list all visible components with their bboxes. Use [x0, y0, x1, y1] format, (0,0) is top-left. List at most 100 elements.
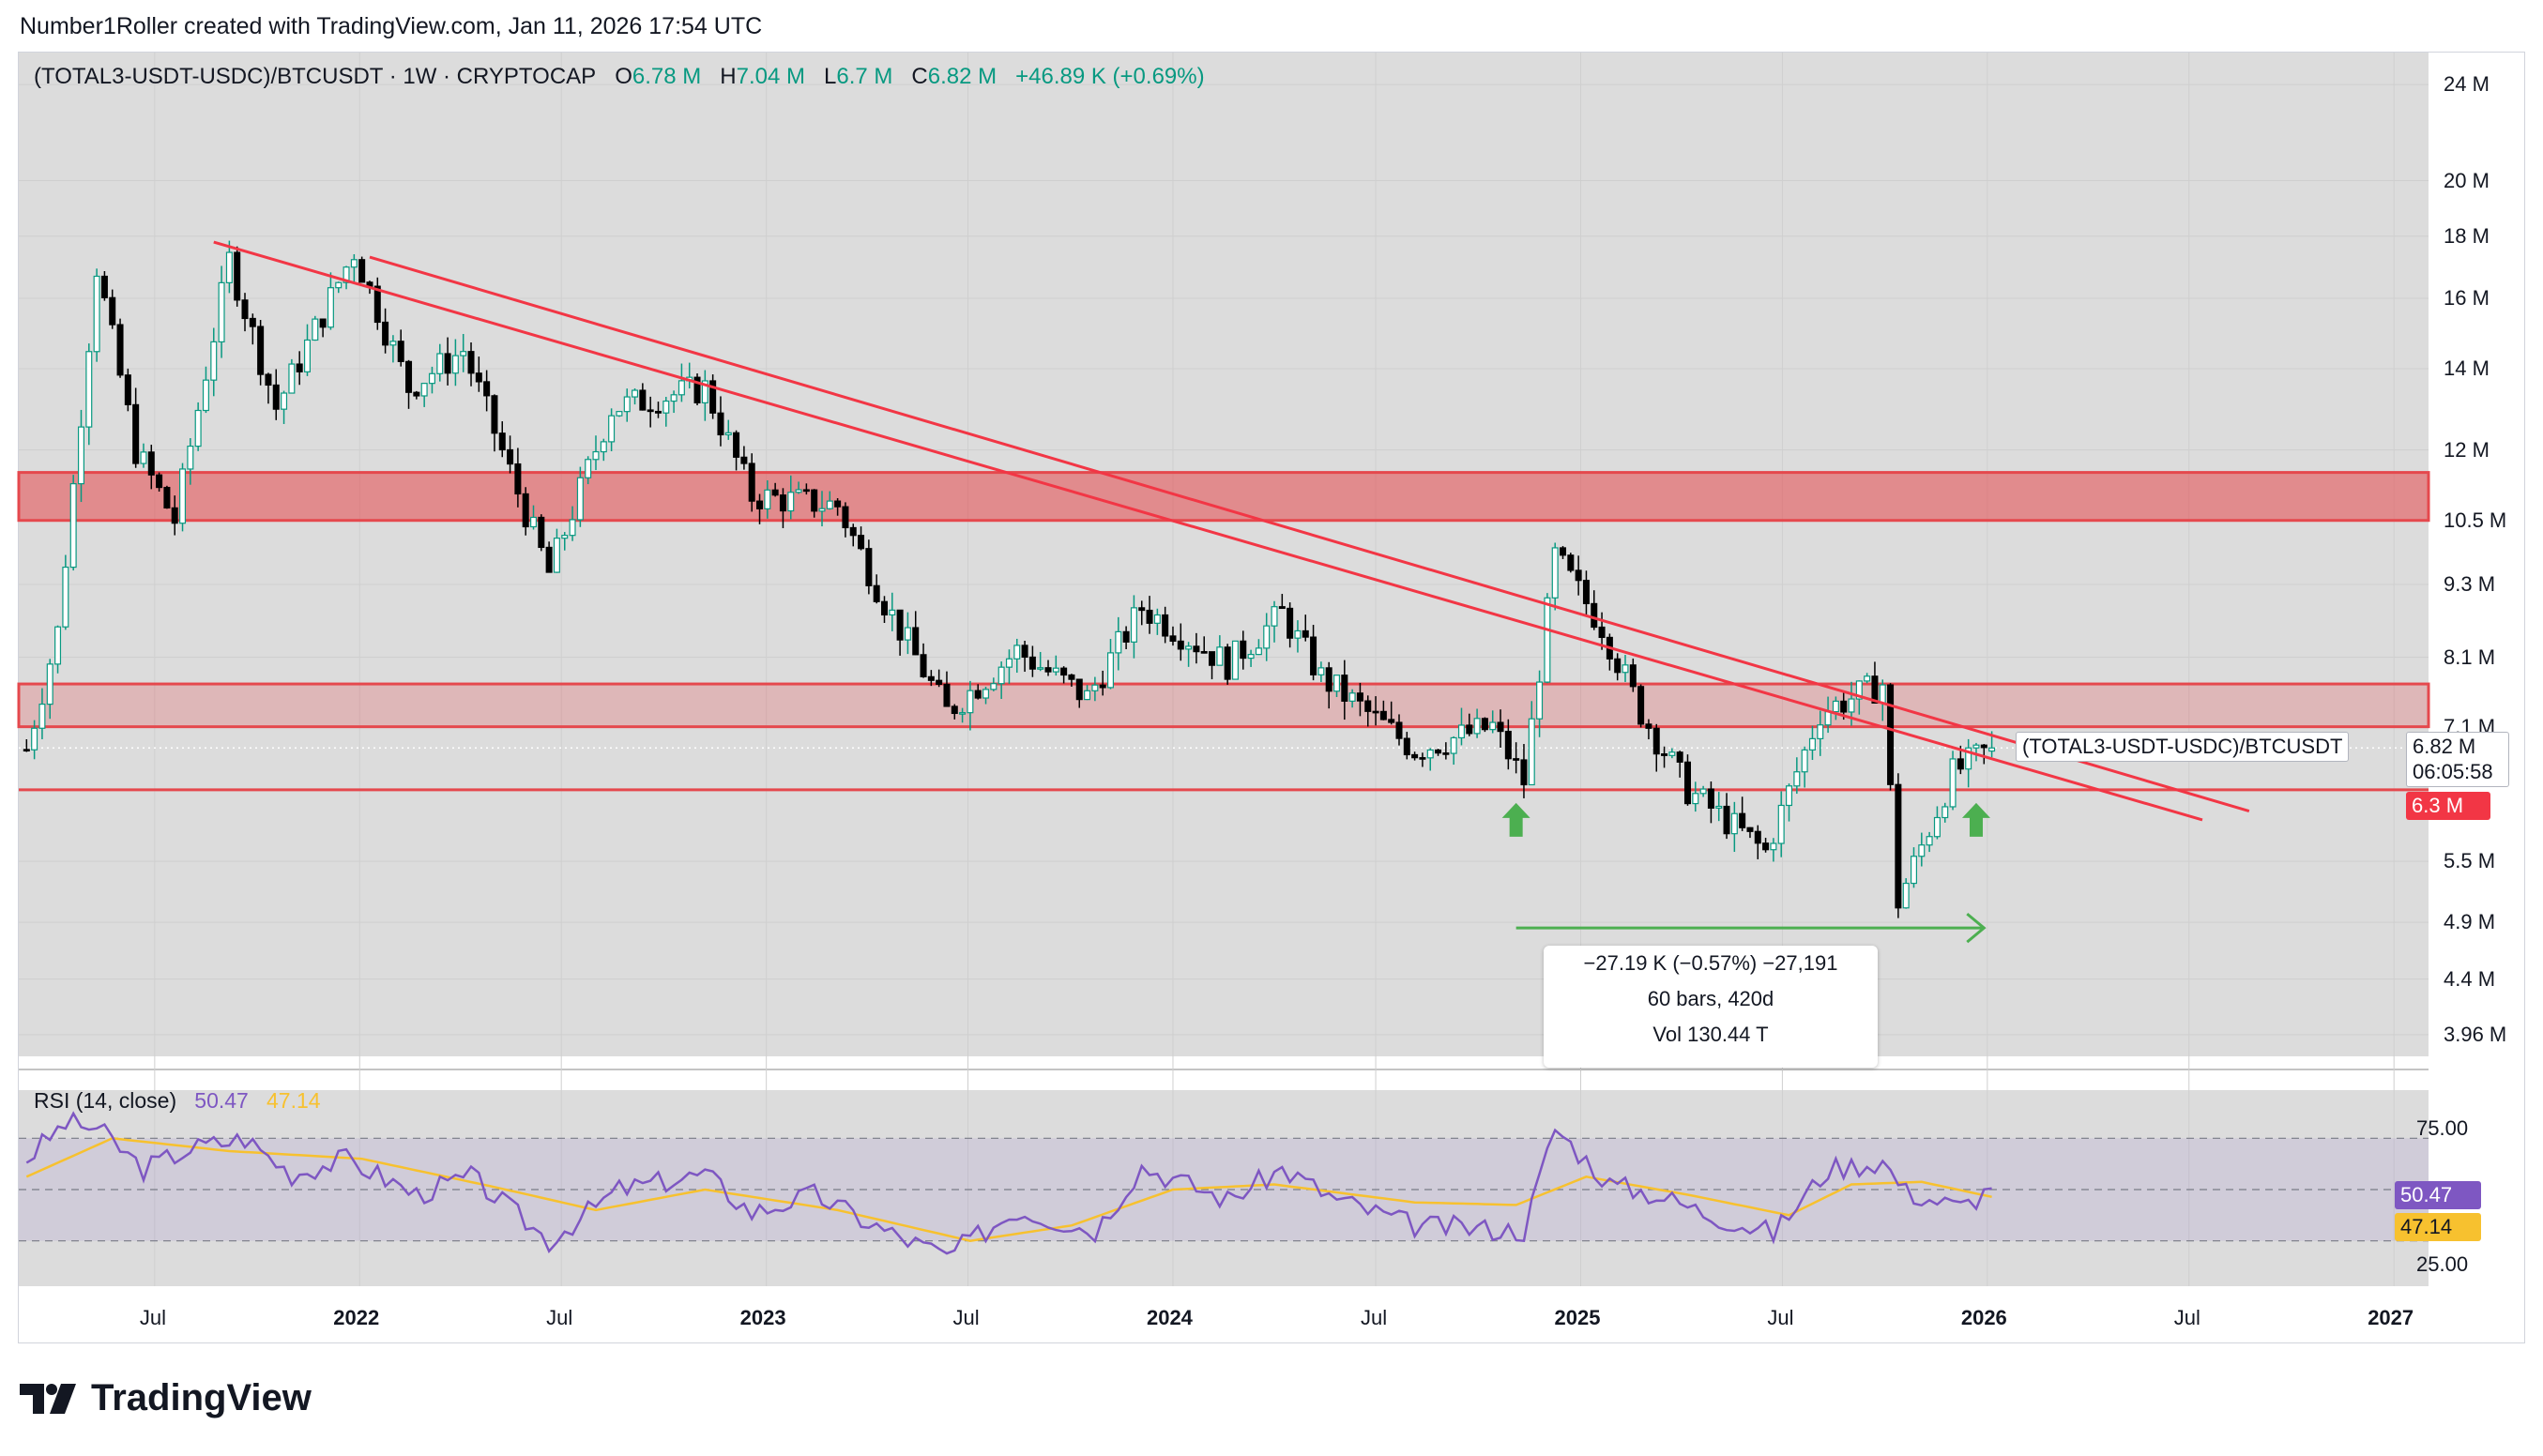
- candle-body: [654, 410, 662, 414]
- low-value: 6.7 M: [836, 64, 893, 89]
- trendlines: [213, 240, 2250, 822]
- high-label: H: [720, 64, 737, 89]
- candle-body: [522, 493, 529, 528]
- candle-body: [1068, 674, 1075, 680]
- rsi-axis-25: 25.00: [2416, 1252, 2469, 1276]
- candle-body: [1676, 751, 1683, 763]
- candle-body: [1162, 614, 1169, 637]
- candle-body: [1489, 721, 1497, 731]
- candle-body: [1302, 629, 1309, 638]
- candle-body: [1106, 652, 1115, 689]
- candle-body: [826, 500, 833, 509]
- rsi-line: [25, 1111, 1992, 1255]
- candle-body: [1497, 721, 1504, 733]
- rsi-legend[interactable]: RSI (14, close) 50.47 47.14: [34, 1088, 321, 1114]
- candle-body: [249, 317, 256, 327]
- symbol-legend[interactable]: (TOTAL3-USDT-USDC)/BTCUSDT · 1W · CRYPTO…: [34, 64, 1205, 90]
- low-label: L: [823, 64, 837, 89]
- candle-body: [1457, 724, 1465, 739]
- candle-body: [1356, 692, 1363, 702]
- time-axis-label: 2027: [2368, 1306, 2414, 1329]
- candle-body: [1200, 651, 1208, 654]
- candle-body: [1153, 614, 1161, 624]
- symbol-price-tag[interactable]: (TOTAL3-USDT-USDC)/BTCUSDT: [2016, 732, 2350, 762]
- candle-body: [69, 483, 77, 569]
- candle-body: [600, 441, 607, 453]
- candle-body: [1707, 788, 1714, 809]
- candles: [23, 240, 1996, 918]
- tradingview-logo[interactable]: TradingView: [20, 1377, 312, 1419]
- candle-body: [1801, 749, 1808, 773]
- candle-body: [1528, 718, 1535, 786]
- price-axis-label: 12 M: [2444, 437, 2490, 462]
- candle-body: [1348, 692, 1356, 702]
- candle-body: [397, 341, 404, 362]
- open-label: O: [615, 64, 632, 89]
- candle-body: [1817, 724, 1824, 739]
- candle-body: [818, 508, 826, 512]
- candle-body: [132, 403, 140, 464]
- rsi-band: [19, 1138, 2429, 1241]
- candle-body: [498, 432, 506, 451]
- grid-lines: [19, 53, 2429, 1286]
- candle-body: [100, 275, 108, 298]
- candle-body: [748, 463, 755, 502]
- chart-caption: Number1Roller created with TradingView.c…: [20, 13, 763, 39]
- candle-body: [1730, 812, 1738, 835]
- time-axis-label: 2026: [1960, 1306, 2007, 1329]
- price-axis-label: 24 M: [2444, 72, 2490, 97]
- candle-body: [413, 391, 420, 397]
- candle-body: [319, 318, 327, 328]
- candle-body: [553, 538, 560, 573]
- close-value: 6.82 M: [927, 64, 997, 89]
- price-axis-label: 16 M: [2444, 285, 2490, 310]
- price-axis-label: 5.5 M: [2444, 849, 2496, 873]
- symbol-name[interactable]: (TOTAL3-USDT-USDC)/BTCUSDT · 1W · CRYPTO…: [34, 64, 597, 89]
- candle-body: [724, 432, 732, 436]
- candle-body: [1629, 664, 1637, 688]
- candle-body: [1084, 690, 1091, 701]
- candle-body: [1957, 758, 1964, 770]
- candle-body: [1379, 710, 1387, 720]
- time-axis-label: Jul: [952, 1306, 980, 1329]
- candle-body: [912, 627, 920, 656]
- tradingview-wordmark: TradingView: [91, 1377, 312, 1418]
- time-axis-label: Jul: [546, 1306, 573, 1329]
- candle-body: [1746, 827, 1754, 832]
- candle-body: [842, 506, 849, 529]
- candle-body: [179, 468, 187, 524]
- candle-body: [1287, 607, 1294, 639]
- candle-body: [1278, 606, 1286, 610]
- candle-body: [795, 489, 802, 493]
- candle-body: [920, 654, 927, 677]
- candle-body: [647, 409, 654, 413]
- candle-body: [632, 389, 639, 398]
- candle-body: [733, 432, 740, 458]
- candle-body: [1739, 812, 1746, 828]
- price-axis-label: 18 M: [2444, 223, 2490, 248]
- candle-body: [124, 374, 131, 405]
- candle-body: [1895, 783, 1902, 909]
- rsi-legend-value: 50.47: [194, 1088, 249, 1113]
- candle-body: [764, 489, 771, 509]
- candle-body: [444, 353, 451, 374]
- candle-body: [116, 324, 124, 376]
- candle-body: [38, 704, 46, 729]
- candle-body: [1910, 856, 1918, 885]
- candle-body: [382, 321, 389, 346]
- candle-body: [475, 372, 482, 383]
- time-axis-label: Jul: [2173, 1306, 2200, 1329]
- time-axis-label: 2025: [1554, 1306, 1601, 1329]
- candle-body: [889, 609, 896, 616]
- candle-body: [23, 749, 30, 752]
- candle-body: [1138, 607, 1146, 612]
- candle-body: [436, 353, 444, 374]
- rsi-label[interactable]: RSI (14, close): [34, 1088, 177, 1113]
- price-axis-label: 3.96 M: [2444, 1022, 2507, 1046]
- candle-body: [1692, 793, 1699, 805]
- candle-body: [756, 500, 764, 509]
- candle-body: [576, 477, 584, 521]
- candle-body: [1271, 606, 1278, 627]
- candle-body: [358, 259, 366, 283]
